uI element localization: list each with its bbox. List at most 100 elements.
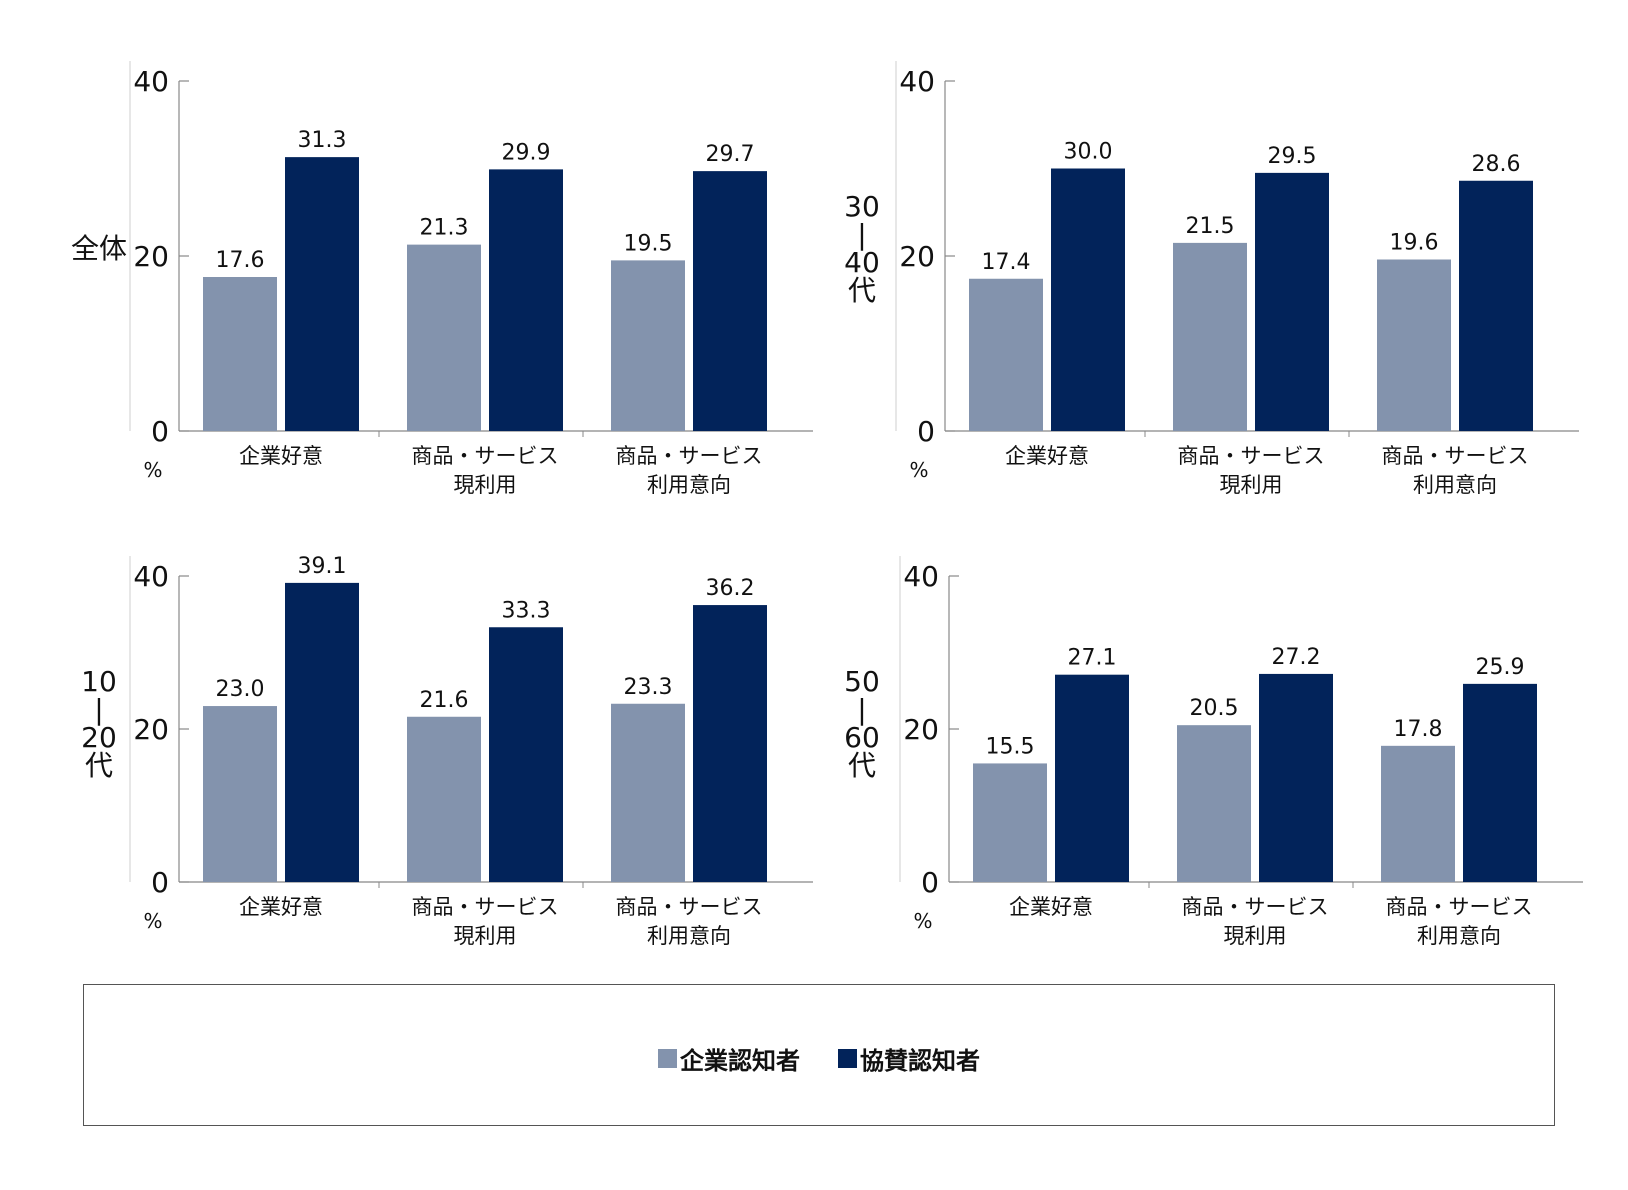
data-label: 27.1 (1068, 646, 1117, 671)
bar-2 (285, 582, 359, 882)
bar-1 (1381, 745, 1455, 882)
data-label: 21.5 (1186, 214, 1235, 239)
bar-2 (693, 605, 767, 882)
data-label: 19.5 (624, 231, 673, 256)
bar-1 (611, 260, 685, 431)
panel-label: 10 (81, 665, 117, 698)
data-label: 20.5 (1190, 696, 1239, 721)
bar-1 (203, 277, 277, 431)
x-category-label: 現利用 (1220, 473, 1283, 497)
bar-2 (1051, 168, 1125, 431)
x-category-label: 現利用 (454, 473, 517, 497)
data-label: 39.1 (298, 554, 347, 579)
y-tick-label: 40 (133, 560, 169, 593)
y-tick-label: 0 (917, 415, 935, 448)
x-category-label: 商品・サービス (1386, 895, 1533, 919)
bar-1 (407, 716, 481, 882)
legend: 企業認知者 協賛認知者 (83, 984, 1555, 1126)
bar-1 (1377, 259, 1451, 431)
unit-label: % (143, 458, 162, 482)
bar-1 (203, 706, 277, 882)
data-label: 25.9 (1476, 655, 1525, 680)
legend-swatch-2 (838, 1049, 857, 1068)
panel-label: 20 (81, 721, 117, 754)
panel-label: 60 (844, 721, 880, 754)
bar-1 (1177, 725, 1251, 882)
x-category-label: 商品・サービス (616, 444, 763, 468)
data-label: 17.8 (1394, 717, 1443, 742)
unit-label: % (913, 909, 932, 933)
y-tick-label: 40 (899, 65, 935, 98)
x-category-label: 商品・サービス (412, 895, 559, 919)
bar-2 (1463, 683, 1537, 882)
x-category-label: 利用意向 (1417, 924, 1501, 948)
panel-label: 代 (848, 749, 876, 782)
data-label: 28.6 (1472, 152, 1521, 177)
y-tick-label: 20 (133, 713, 169, 746)
panel-label: 30 (844, 190, 880, 223)
x-category-label: 利用意向 (647, 924, 731, 948)
y-tick-label: 20 (899, 240, 935, 273)
data-label: 17.6 (216, 248, 265, 273)
bar-1 (973, 763, 1047, 882)
bar-2 (693, 171, 767, 431)
unit-label: % (143, 909, 162, 933)
panel-label: 代 (85, 749, 113, 782)
bar-1 (969, 278, 1043, 431)
y-tick-label: 0 (921, 866, 939, 899)
x-category-label: 商品・サービス (1382, 444, 1529, 468)
x-category-label: 商品・サービス (1182, 895, 1329, 919)
data-label: 29.5 (1268, 144, 1317, 169)
legend-label-2: 協賛認知者 (860, 1047, 980, 1075)
x-category-label: 商品・サービス (1178, 444, 1325, 468)
y-tick-label: 20 (903, 713, 939, 746)
x-category-label: 商品・サービス (412, 444, 559, 468)
data-label: 36.2 (706, 576, 755, 601)
data-label: 19.6 (1390, 231, 1439, 256)
bar-1 (611, 703, 685, 882)
data-label: 21.6 (420, 688, 469, 713)
bar-2 (1255, 172, 1329, 431)
data-label: 17.4 (982, 250, 1031, 275)
data-label: 21.3 (420, 216, 469, 241)
panel-label: 代 (848, 274, 876, 307)
data-label: 23.0 (216, 677, 265, 702)
panel-label: | (857, 218, 866, 251)
y-tick-label: 0 (151, 866, 169, 899)
x-category-label: 企業好意 (239, 895, 323, 919)
data-label: 27.2 (1272, 645, 1321, 670)
panel-label: | (857, 693, 866, 726)
panel-label: 全体 (71, 232, 127, 265)
bar-1 (1173, 242, 1247, 431)
bar-2 (1459, 180, 1533, 431)
y-tick-label: 40 (133, 65, 169, 98)
data-label: 15.5 (986, 734, 1035, 759)
x-category-label: 企業好意 (1009, 895, 1093, 919)
panel-label: | (94, 693, 103, 726)
x-category-label: 現利用 (1224, 924, 1287, 948)
data-label: 23.3 (624, 675, 673, 700)
data-label: 30.0 (1064, 140, 1113, 165)
legend-item-1: 企業認知者 (658, 1041, 800, 1076)
bar-2 (285, 157, 359, 431)
x-category-label: 利用意向 (1413, 473, 1497, 497)
bar-2 (1259, 673, 1333, 882)
unit-label: % (909, 458, 928, 482)
x-category-label: 企業好意 (239, 444, 323, 468)
legend-item-2: 協賛認知者 (838, 1041, 980, 1076)
data-label: 29.9 (502, 140, 551, 165)
x-category-label: 企業好意 (1005, 444, 1089, 468)
x-category-label: 現利用 (454, 924, 517, 948)
data-label: 33.3 (502, 598, 551, 623)
panel-label: 40 (844, 246, 880, 279)
bar-1 (407, 244, 481, 431)
bar-2 (489, 627, 563, 882)
y-tick-label: 40 (903, 560, 939, 593)
y-tick-label: 0 (151, 415, 169, 448)
legend-swatch-1 (658, 1049, 677, 1068)
data-label: 31.3 (298, 128, 347, 153)
legend-label-1: 企業認知者 (680, 1047, 800, 1075)
y-tick-label: 20 (133, 240, 169, 273)
x-category-label: 利用意向 (647, 473, 731, 497)
